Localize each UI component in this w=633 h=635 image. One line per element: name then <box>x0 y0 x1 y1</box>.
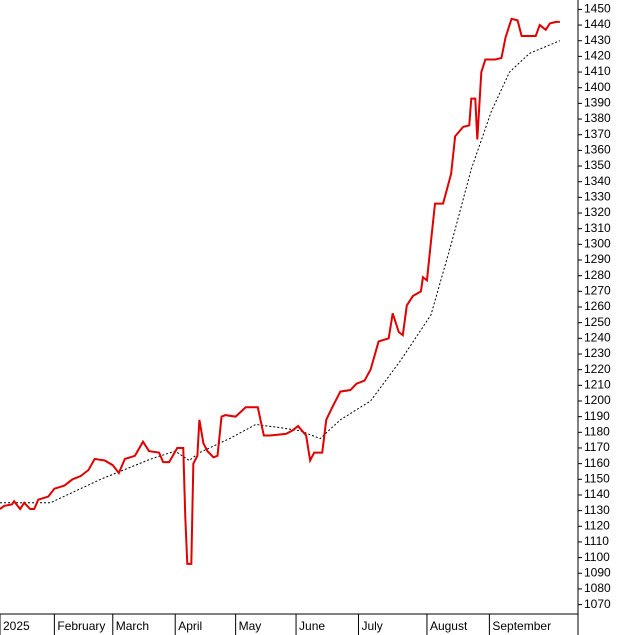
y-tick-label: 1340 <box>584 174 611 188</box>
average-line <box>0 40 561 504</box>
y-tick-label: 1320 <box>584 205 611 219</box>
x-tick-label: June <box>299 619 325 633</box>
y-tick-label: 1100 <box>584 550 610 564</box>
y-tick-label: 1430 <box>584 33 611 47</box>
x-tick-label: April <box>178 619 202 633</box>
y-tick-label: 1440 <box>584 17 611 31</box>
price-line <box>0 17 560 565</box>
y-tick-label: 1240 <box>584 330 611 344</box>
y-tick-label: 1390 <box>584 96 611 110</box>
y-tick-label: 1410 <box>584 64 611 78</box>
y-tick-label: 1140 <box>584 487 610 501</box>
y-tick-label: 1200 <box>584 393 611 407</box>
y-tick-label: 1090 <box>584 565 611 579</box>
y-tick-label: 1220 <box>584 362 611 376</box>
y-tick-label: 1070 <box>584 597 611 611</box>
x-tick-label: August <box>430 619 468 633</box>
x-tick-label: September <box>492 619 551 633</box>
y-tick-label: 1420 <box>584 49 611 63</box>
y-tick-label: 1160 <box>584 456 610 470</box>
y-tick-label: 1450 <box>584 2 611 16</box>
y-tick-label: 1400 <box>584 80 611 94</box>
y-tick-label: 1370 <box>584 127 611 141</box>
y-tick-label: 1350 <box>584 158 611 172</box>
x-tick-label: 2025 <box>3 619 30 633</box>
x-tick-label: July <box>361 619 382 633</box>
y-tick-label: 1180 <box>584 424 610 438</box>
x-tick-label: May <box>239 619 262 633</box>
y-tick-label: 1210 <box>584 377 611 391</box>
y-tick-label: 1120 <box>584 518 610 532</box>
x-tick-label: February <box>57 619 105 633</box>
y-tick-label: 1230 <box>584 346 611 360</box>
y-tick-label: 1080 <box>584 581 611 595</box>
y-tick-label: 1270 <box>584 284 611 298</box>
y-tick-label: 1290 <box>584 252 611 266</box>
y-tick-label: 1360 <box>584 143 611 157</box>
y-tick-label: 1330 <box>584 190 611 204</box>
y-tick-label: 1170 <box>584 440 610 454</box>
y-tick-label: 1260 <box>584 299 611 313</box>
x-tick-label: March <box>116 619 149 633</box>
y-tick-label: 1310 <box>584 221 611 235</box>
y-tick-label: 1380 <box>584 111 611 125</box>
y-tick-label: 1300 <box>584 237 611 251</box>
y-tick-label: 1150 <box>584 471 610 485</box>
y-tick-label: 1280 <box>584 268 611 282</box>
y-tick-label: 1190 <box>584 409 610 423</box>
y-tick-label: 1110 <box>584 534 609 548</box>
y-tick-label: 1250 <box>584 315 611 329</box>
y-tick-label: 1130 <box>584 503 610 517</box>
